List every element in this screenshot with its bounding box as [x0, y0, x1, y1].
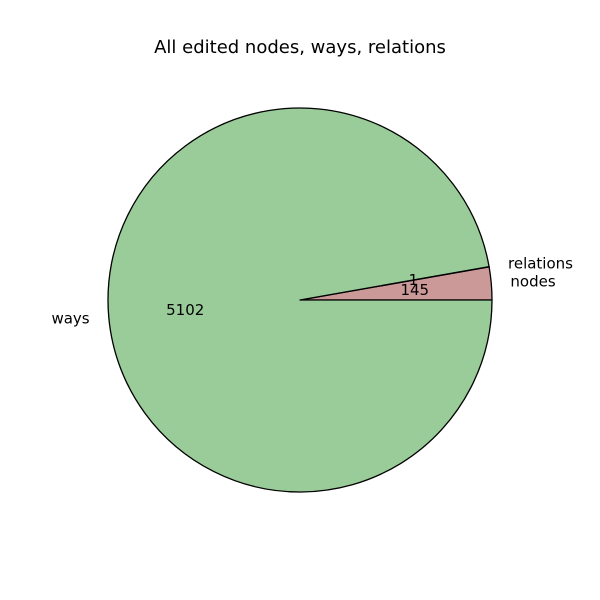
pie-slice-ways: [107, 107, 493, 493]
slice-value-ways: 5102: [166, 301, 204, 319]
slice-label-nodes: nodes: [510, 273, 555, 291]
pie-slices: [107, 107, 493, 493]
chart-title: All edited nodes, ways, relations: [154, 37, 446, 58]
slice-label-ways: ways: [51, 309, 89, 327]
slice-label-relations: relations: [508, 254, 573, 272]
slice-value-relations: 1: [409, 271, 419, 289]
pie-labels: nodes 145 relations 1 ways 5102: [51, 254, 573, 327]
slice-value-nodes: 145: [400, 281, 429, 299]
